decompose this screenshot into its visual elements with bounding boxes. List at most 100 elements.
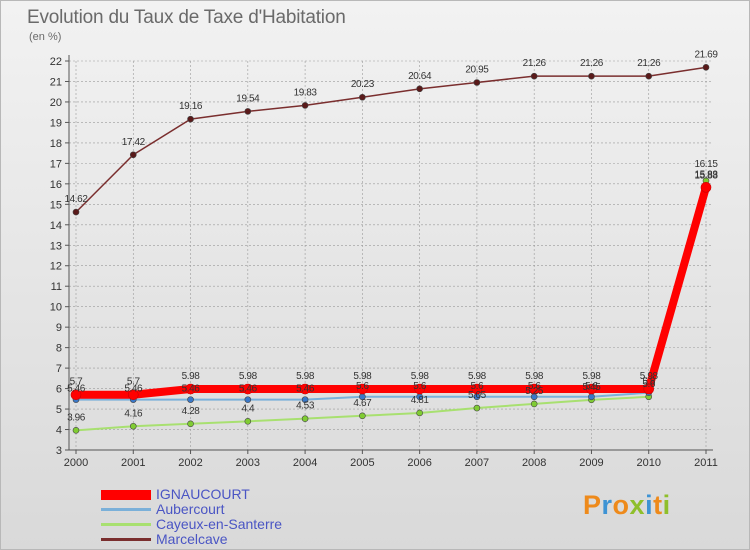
legend-label: Cayeux-en-Santerre	[156, 516, 283, 532]
data-label: 20.23	[351, 79, 375, 90]
data-point	[645, 72, 653, 80]
y-tick-label: 5	[56, 404, 62, 416]
y-tick-label: 18	[50, 138, 62, 150]
data-label: 4.81	[411, 395, 430, 406]
y-tick-label: 14	[50, 220, 62, 232]
data-point	[244, 418, 252, 425]
y-tick-label: 22	[50, 56, 62, 68]
legend-swatch	[101, 538, 151, 541]
data-label: 21.26	[637, 58, 661, 69]
data-point	[700, 182, 712, 193]
data-label: 5.98	[296, 371, 315, 382]
legend-swatch	[101, 508, 151, 511]
data-point	[643, 383, 655, 395]
series-line-cayeux-en-santerre	[75, 180, 707, 432]
x-tick-label: 2003	[236, 457, 260, 469]
data-label: 4.16	[124, 408, 143, 419]
data-label: 5.98	[182, 371, 201, 382]
legend-swatch	[101, 490, 151, 500]
x-tick-label: 2005	[350, 457, 374, 469]
data-label: 5.7	[70, 377, 84, 388]
data-point	[357, 383, 368, 395]
data-label: 21.69	[694, 49, 718, 60]
series-line-ignaucourt	[76, 186, 710, 399]
data-label: 14.62	[64, 194, 88, 205]
data-point	[301, 396, 309, 403]
data-label: 17.42	[122, 137, 146, 148]
data-label: 5.46	[296, 384, 315, 395]
data-point	[244, 396, 252, 403]
data-point	[530, 400, 538, 408]
data-point	[244, 108, 252, 115]
data-label: 5.6	[356, 381, 370, 392]
data-label: 5.46	[124, 384, 143, 395]
data-point	[129, 151, 137, 159]
data-label: 5.6	[413, 381, 427, 392]
x-tick-label: 2010	[636, 457, 660, 469]
y-tick-label: 7	[56, 363, 62, 375]
y-tick-label: 17	[50, 158, 62, 170]
data-label: 21.26	[523, 58, 547, 69]
y-tick-label: 9	[56, 322, 62, 334]
series-line-marcelcave	[75, 66, 707, 213]
y-tick-label: 13	[50, 240, 62, 252]
data-label: 5.98	[468, 371, 487, 382]
y-tick-label: 3	[56, 445, 62, 457]
data-point	[301, 102, 309, 109]
x-tick-label: 2001	[121, 457, 145, 469]
data-point	[301, 415, 309, 422]
x-tick-label: 2009	[579, 457, 603, 469]
series-line-aubercourt	[76, 186, 707, 401]
legend-label: Marcelcave	[156, 531, 228, 547]
data-point	[473, 79, 481, 86]
data-point	[414, 383, 425, 395]
data-point	[702, 64, 710, 71]
proxiti-logo: Proxiti	[583, 490, 671, 520]
data-point	[187, 115, 194, 123]
y-tick-label: 10	[50, 302, 62, 314]
data-label: 5.98	[239, 371, 258, 382]
data-label: 5.98	[411, 371, 430, 382]
data-point	[72, 208, 80, 216]
legend-label: IGNAUCOURT	[156, 486, 250, 502]
data-point	[528, 383, 540, 395]
chart-title: Evolution du Taux de Taxe d'Habitation	[27, 7, 346, 28]
data-label: 4.67	[353, 398, 372, 409]
data-point	[416, 85, 423, 93]
data-point	[127, 389, 139, 401]
data-point	[242, 383, 254, 395]
data-label: 4.4	[241, 403, 255, 414]
data-point	[359, 412, 366, 420]
data-label: 5.46	[67, 384, 86, 395]
x-tick-label: 2000	[64, 457, 88, 469]
data-point	[187, 396, 194, 403]
data-label: 19.16	[179, 101, 203, 112]
legend-swatch	[101, 523, 151, 526]
data-label: 5.46	[239, 384, 258, 395]
data-label: 19.54	[236, 93, 260, 104]
data-label: 5.7	[127, 377, 141, 388]
data-point	[70, 389, 82, 401]
data-label: 15.83	[694, 169, 718, 180]
data-label: 4.53	[296, 401, 315, 412]
data-label: 19.83	[294, 87, 318, 98]
y-tick-label: 8	[56, 343, 62, 355]
data-point	[72, 427, 80, 434]
data-label: 20.64	[408, 71, 432, 82]
y-tick-label: 19	[50, 117, 62, 129]
data-label: 5.98	[525, 371, 544, 382]
y-tick-label: 11	[51, 281, 62, 293]
x-tick-label: 2011	[694, 457, 718, 469]
data-label: 4.28	[182, 406, 201, 417]
data-point	[530, 72, 538, 80]
legend-label: Aubercourt	[156, 501, 225, 517]
data-point	[185, 383, 196, 395]
y-unit-label: (en %)	[29, 31, 62, 43]
y-tick-label: 12	[50, 261, 62, 273]
data-label: 5.98	[640, 371, 659, 382]
data-point	[129, 422, 137, 430]
data-point	[187, 420, 194, 428]
data-label: 15.88	[694, 170, 718, 181]
